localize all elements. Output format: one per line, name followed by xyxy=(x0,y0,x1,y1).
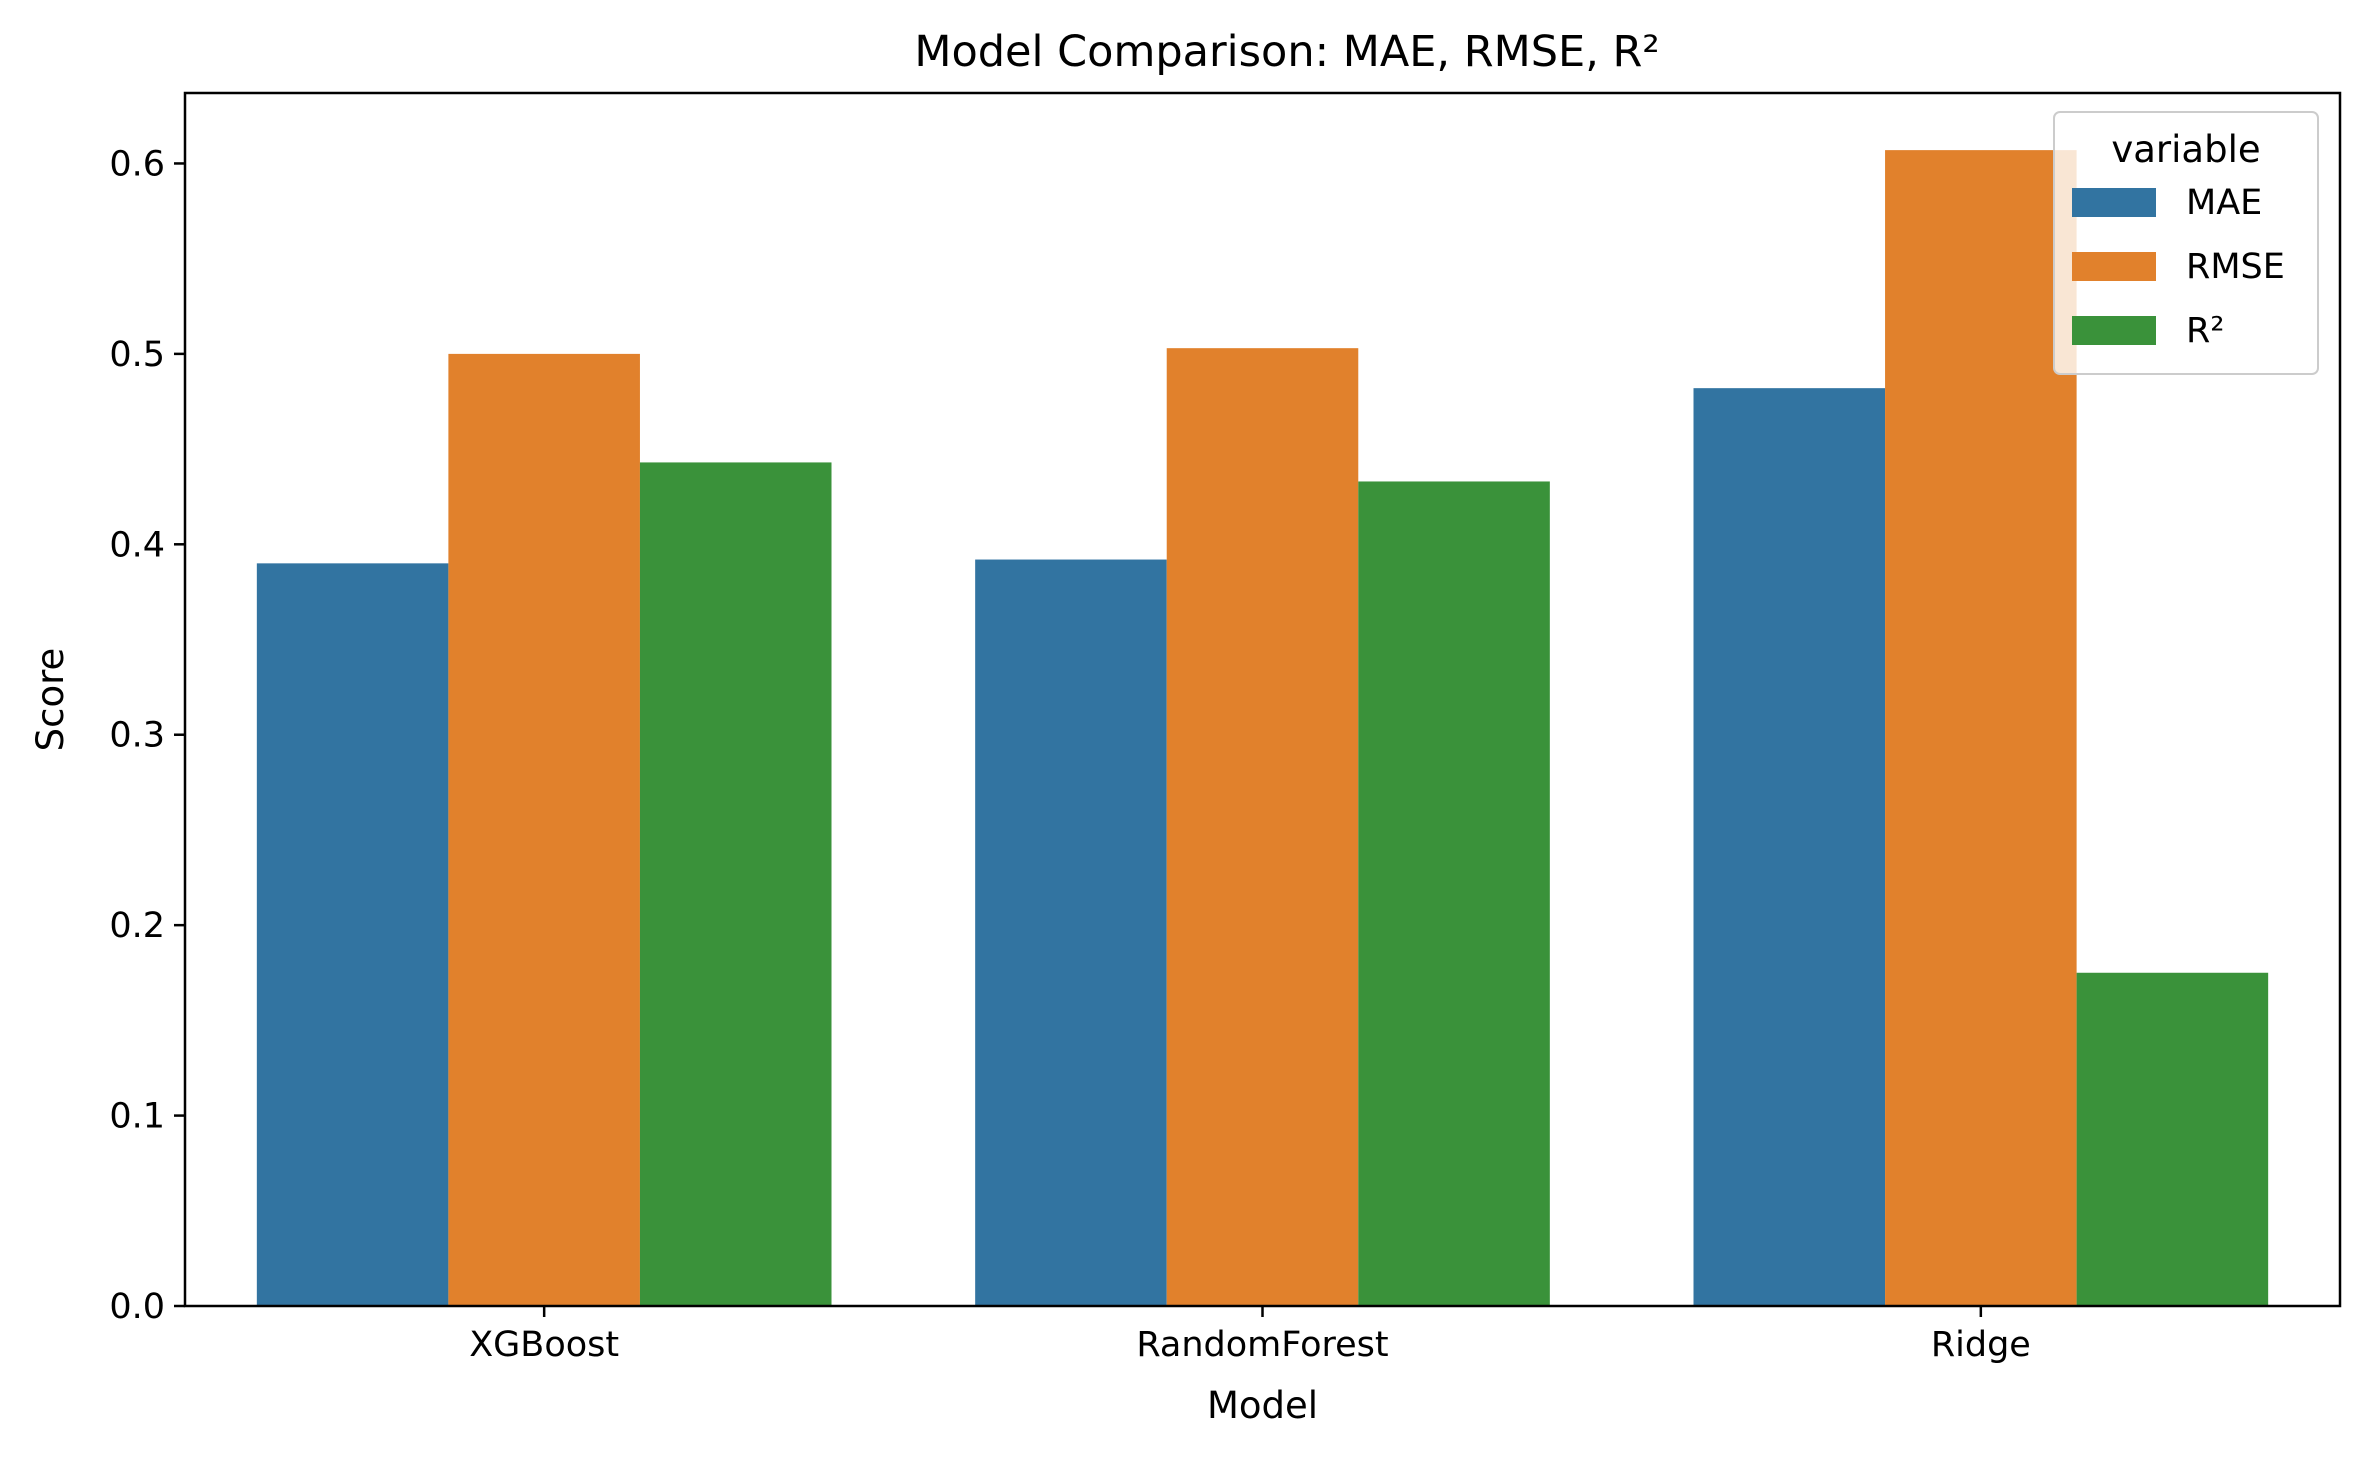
legend-swatch xyxy=(2072,316,2156,345)
y-tick-label: 0.4 xyxy=(109,525,165,565)
x-tick-label: XGBoost xyxy=(469,1325,619,1365)
legend-box xyxy=(2053,111,2319,375)
bar-ridge-r xyxy=(2076,972,2269,1306)
y-tick-label: 0.0 xyxy=(109,1287,165,1327)
legend-label: MAE xyxy=(2186,183,2262,223)
x-tick-label: RandomForest xyxy=(1136,1325,1388,1365)
bar-ridge-rmse xyxy=(1885,150,2077,1306)
bar-ridge-mae xyxy=(1693,388,1886,1306)
legend-swatch xyxy=(2072,252,2156,281)
bar-xgboost-r xyxy=(639,462,832,1306)
legend-title: variable xyxy=(2111,128,2260,171)
chart-title: Model Comparison: MAE, RMSE, R² xyxy=(914,27,1659,77)
x-tick-label: Ridge xyxy=(1931,1325,2031,1365)
legend-label: RMSE xyxy=(2186,247,2285,287)
bar-xgboost-rmse xyxy=(448,353,640,1306)
x-axis-label: Model xyxy=(1207,1384,1318,1427)
legend-swatch xyxy=(2072,188,2156,217)
legend-items: MAE RMSE R² xyxy=(2072,183,2285,351)
legend: variable MAE RMSE R² xyxy=(2053,111,2319,375)
bar-xgboost-mae xyxy=(256,563,449,1306)
y-axis-label: Score xyxy=(29,648,72,752)
bar-randomforest-mae xyxy=(975,559,1167,1306)
y-tick-label: 0.5 xyxy=(109,335,165,375)
y-tick-label: 0.1 xyxy=(109,1097,165,1137)
y-axis: 0.0 0.1 0.2 0.3 0.4 0.5 0.6 xyxy=(109,144,185,1327)
x-axis: XGBoost RandomForest Ridge xyxy=(469,1306,2031,1365)
y-tick-label: 0.6 xyxy=(109,144,165,184)
bar-randomforest-r xyxy=(1358,481,1550,1306)
legend-label: R² xyxy=(2186,311,2224,351)
bar-randomforest-rmse xyxy=(1166,348,1359,1306)
y-tick-label: 0.2 xyxy=(109,906,165,946)
bars xyxy=(256,150,2269,1306)
y-tick-label: 0.3 xyxy=(109,716,165,756)
